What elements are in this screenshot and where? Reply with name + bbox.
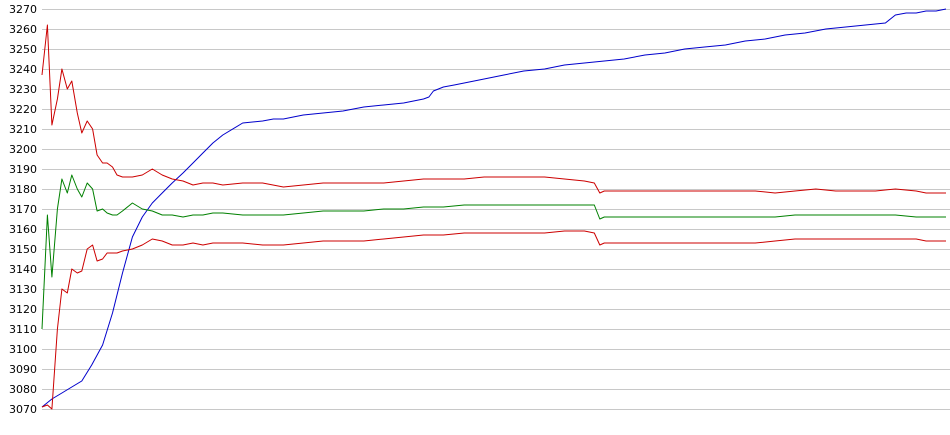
y-tick-label: 3190 (9, 163, 37, 176)
y-tick-label: 3080 (9, 383, 37, 396)
y-tick-label: 3260 (9, 23, 37, 36)
series-line (41, 24, 946, 194)
y-tick-label: 3150 (9, 243, 37, 256)
data-series (41, 8, 947, 410)
y-tick-label: 3070 (9, 403, 37, 416)
y-tick-label: 3100 (9, 343, 37, 356)
y-tick-label: 3160 (9, 223, 37, 236)
y-tick-label: 3220 (9, 103, 37, 116)
y-tick-label: 3130 (9, 283, 37, 296)
y-tick-label: 3180 (9, 183, 37, 196)
y-axis-tick-labels: 3070 3080 3090 3100 3110 3120 3130 3140 3150 3160… (9, 3, 37, 416)
series-line (41, 174, 946, 330)
y-tick-label: 3140 (9, 263, 37, 276)
grid-lines (42, 9, 950, 410)
y-tick-label: 3200 (9, 143, 37, 156)
y-tick-label: 3090 (9, 363, 37, 376)
series-line (41, 230, 946, 410)
y-tick-label: 3120 (9, 303, 37, 316)
y-tick-label: 3170 (9, 203, 37, 216)
y-tick-label: 3240 (9, 63, 37, 76)
y-tick-label: 3110 (9, 323, 37, 336)
y-tick-label: 3270 (9, 3, 37, 16)
y-tick-label: 3230 (9, 83, 37, 96)
y-tick-label: 3210 (9, 123, 37, 136)
series-line (41, 8, 947, 408)
y-tick-label: 3250 (9, 43, 37, 56)
